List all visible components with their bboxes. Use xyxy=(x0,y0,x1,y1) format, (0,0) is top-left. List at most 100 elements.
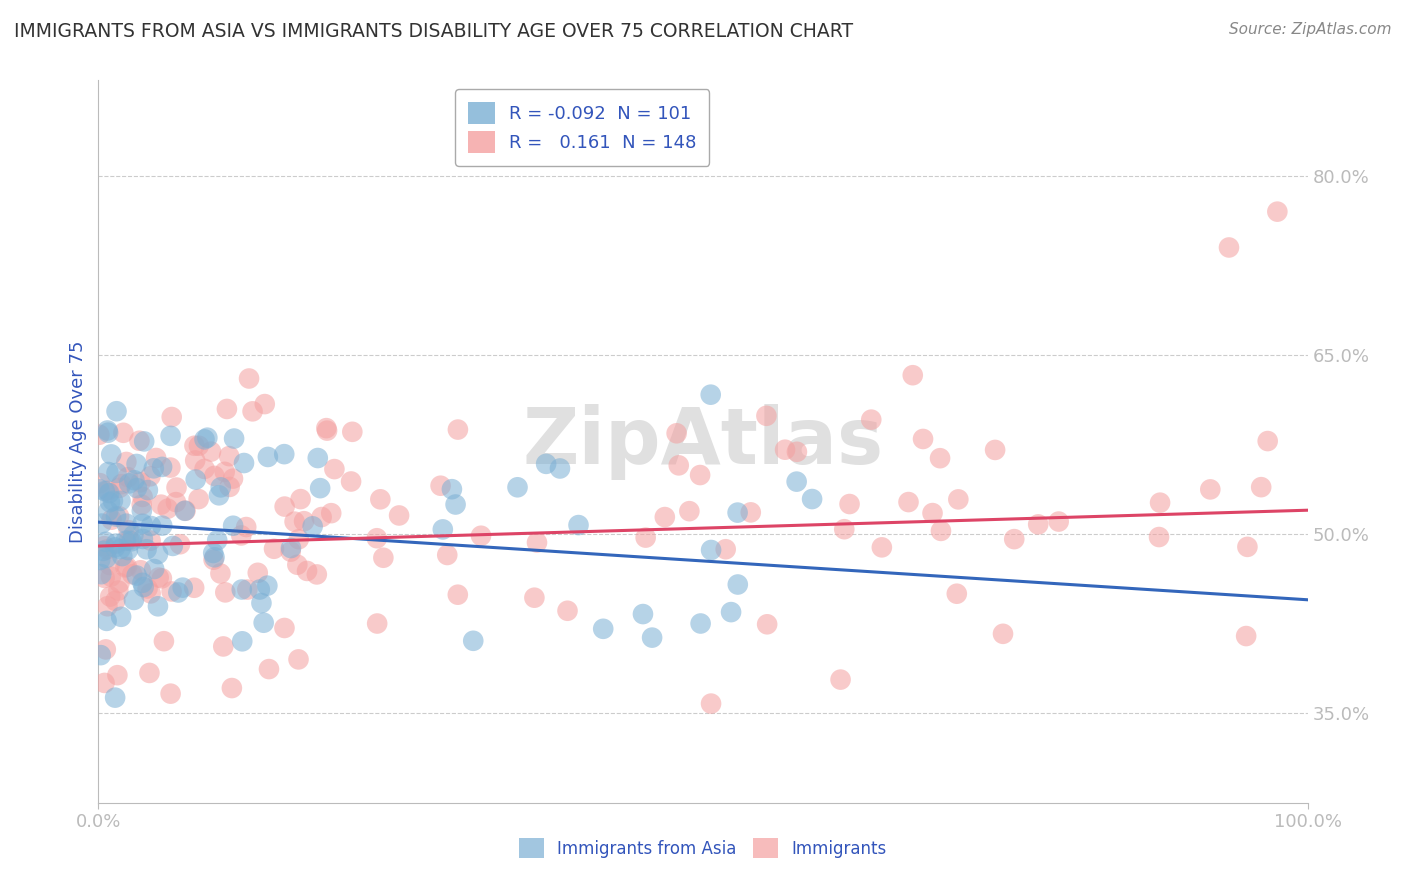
Point xyxy=(194,462,217,476)
Point xyxy=(139,519,162,533)
Point xyxy=(287,533,309,547)
Point xyxy=(548,461,571,475)
Point xyxy=(641,631,664,645)
Point xyxy=(257,450,280,464)
Point xyxy=(699,387,721,401)
Point xyxy=(121,567,143,582)
Point xyxy=(115,455,138,469)
Point xyxy=(447,588,470,602)
Point xyxy=(162,539,184,553)
Point xyxy=(139,586,162,600)
Point xyxy=(231,528,253,542)
Point xyxy=(631,607,654,621)
Point xyxy=(117,543,139,558)
Point xyxy=(208,488,231,502)
Point xyxy=(727,506,749,520)
Point xyxy=(107,583,129,598)
Point xyxy=(470,529,492,543)
Point xyxy=(242,404,264,418)
Point xyxy=(249,582,271,597)
Point xyxy=(256,579,278,593)
Point xyxy=(654,510,676,524)
Point xyxy=(257,662,280,676)
Point xyxy=(108,481,131,495)
Point xyxy=(125,481,148,495)
Point xyxy=(94,534,117,549)
Point xyxy=(253,615,276,630)
Point xyxy=(122,528,145,542)
Point xyxy=(526,535,548,549)
Point xyxy=(444,498,467,512)
Point xyxy=(1026,517,1049,532)
Point xyxy=(287,652,309,666)
Point xyxy=(1218,240,1240,254)
Point xyxy=(117,470,139,484)
Point xyxy=(148,570,170,584)
Point xyxy=(101,493,124,508)
Point xyxy=(214,465,236,479)
Point xyxy=(557,604,579,618)
Point xyxy=(129,475,152,490)
Point xyxy=(366,616,388,631)
Point xyxy=(714,542,737,557)
Point xyxy=(121,534,143,549)
Point xyxy=(221,681,243,695)
Point xyxy=(174,503,197,517)
Point xyxy=(912,432,935,446)
Point xyxy=(98,486,121,500)
Point xyxy=(1002,532,1025,546)
Point xyxy=(159,429,181,443)
Point xyxy=(143,562,166,576)
Point xyxy=(89,483,111,497)
Point xyxy=(222,472,245,486)
Point xyxy=(307,450,329,465)
Point xyxy=(214,585,236,599)
Point xyxy=(506,480,529,494)
Point xyxy=(98,558,121,573)
Point xyxy=(870,541,893,555)
Point xyxy=(250,596,273,610)
Point xyxy=(153,634,176,648)
Point xyxy=(897,495,920,509)
Point xyxy=(1257,434,1279,448)
Point xyxy=(104,541,127,555)
Point xyxy=(114,560,136,574)
Point xyxy=(93,544,115,558)
Point xyxy=(150,459,173,474)
Point xyxy=(110,477,132,491)
Point xyxy=(172,581,194,595)
Point xyxy=(921,506,943,520)
Point xyxy=(96,424,118,438)
Point xyxy=(93,676,115,690)
Point xyxy=(665,426,688,441)
Point xyxy=(756,617,779,632)
Point xyxy=(370,492,392,507)
Point xyxy=(284,515,307,529)
Point xyxy=(838,497,860,511)
Point xyxy=(166,481,188,495)
Point xyxy=(129,563,152,577)
Point xyxy=(132,532,155,546)
Point xyxy=(388,508,411,523)
Point xyxy=(105,404,128,418)
Point xyxy=(309,481,332,495)
Point xyxy=(90,567,112,582)
Point xyxy=(432,522,454,536)
Point xyxy=(1250,480,1272,494)
Point xyxy=(668,458,690,473)
Point xyxy=(436,548,458,562)
Point xyxy=(218,480,240,494)
Point xyxy=(150,498,173,512)
Point xyxy=(184,453,207,467)
Point xyxy=(991,627,1014,641)
Point xyxy=(523,591,546,605)
Point xyxy=(90,648,112,662)
Point xyxy=(132,580,155,594)
Point xyxy=(755,409,778,423)
Point xyxy=(104,594,127,608)
Point xyxy=(429,479,451,493)
Point xyxy=(150,518,173,533)
Point xyxy=(156,501,179,516)
Point xyxy=(946,587,969,601)
Point xyxy=(122,593,145,607)
